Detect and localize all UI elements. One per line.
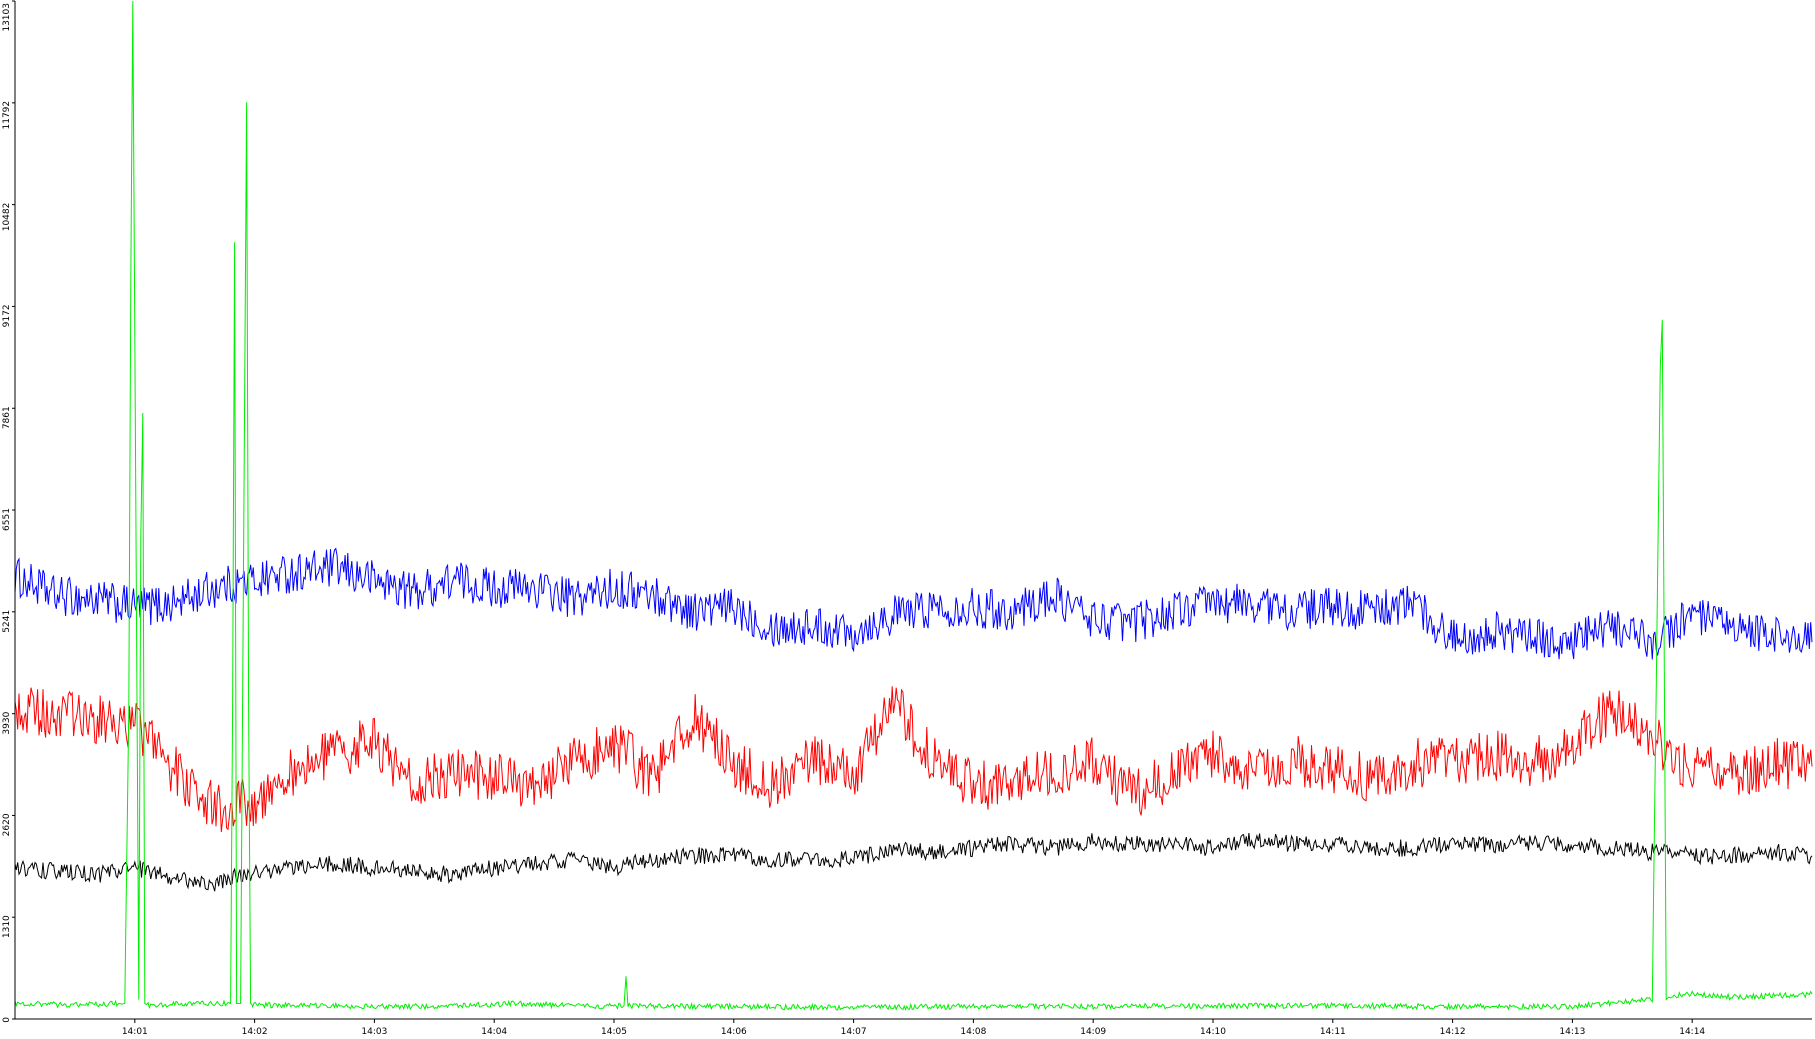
x-tick-label: 14:03: [361, 1027, 387, 1037]
x-tick-label: 14:04: [481, 1027, 507, 1037]
x-tick-label: 14:06: [721, 1027, 747, 1037]
y-tick-label: 11792: [2, 101, 12, 130]
x-ticks: 14:01 14:02 14:03 14:04 14:05 14:06 14:07 14:08…: [122, 1019, 1705, 1037]
x-tick-label: 14:02: [242, 1027, 268, 1037]
x-tick-label: 14:12: [1440, 1027, 1466, 1037]
x-tick-label: 14:14: [1679, 1027, 1705, 1037]
x-tick-label: 14:13: [1559, 1027, 1585, 1037]
y-ticks: 0 1310 2620 3930 5241 6551 7861 9172 10482 11792 1…: [2, 0, 15, 1023]
series-line-1: [14, 547, 1813, 660]
x-tick-label: 14:11: [1320, 1027, 1346, 1037]
y-tick-label: 2620: [2, 813, 12, 836]
y-tick-label: 13103: [2, 3, 12, 32]
x-tick-label: 14:10: [1200, 1027, 1226, 1037]
x-tick-label: 14:09: [1080, 1027, 1106, 1037]
y-tick-label: 7861: [2, 406, 12, 429]
series-line-2: [14, 686, 1813, 833]
y-tick-label: 9172: [2, 304, 12, 327]
x-tick-label: 14:01: [122, 1027, 148, 1037]
series-line-3: [14, 832, 1813, 892]
x-tick-label: 14:08: [960, 1027, 986, 1037]
y-tick-label: 10482: [2, 203, 12, 232]
y-tick-label: 0: [2, 1017, 12, 1023]
series-layer: [14, 0, 1813, 1012]
x-tick-label: 14:05: [601, 1027, 627, 1037]
y-tick-label: 5241: [2, 610, 12, 633]
y-tick-label: 6551: [2, 508, 12, 531]
y-tick-label: 1310: [2, 915, 12, 938]
x-tick-label: 14:07: [841, 1027, 867, 1037]
series-line-4: [14, 0, 1813, 1012]
y-tick-label: 3930: [2, 711, 12, 734]
